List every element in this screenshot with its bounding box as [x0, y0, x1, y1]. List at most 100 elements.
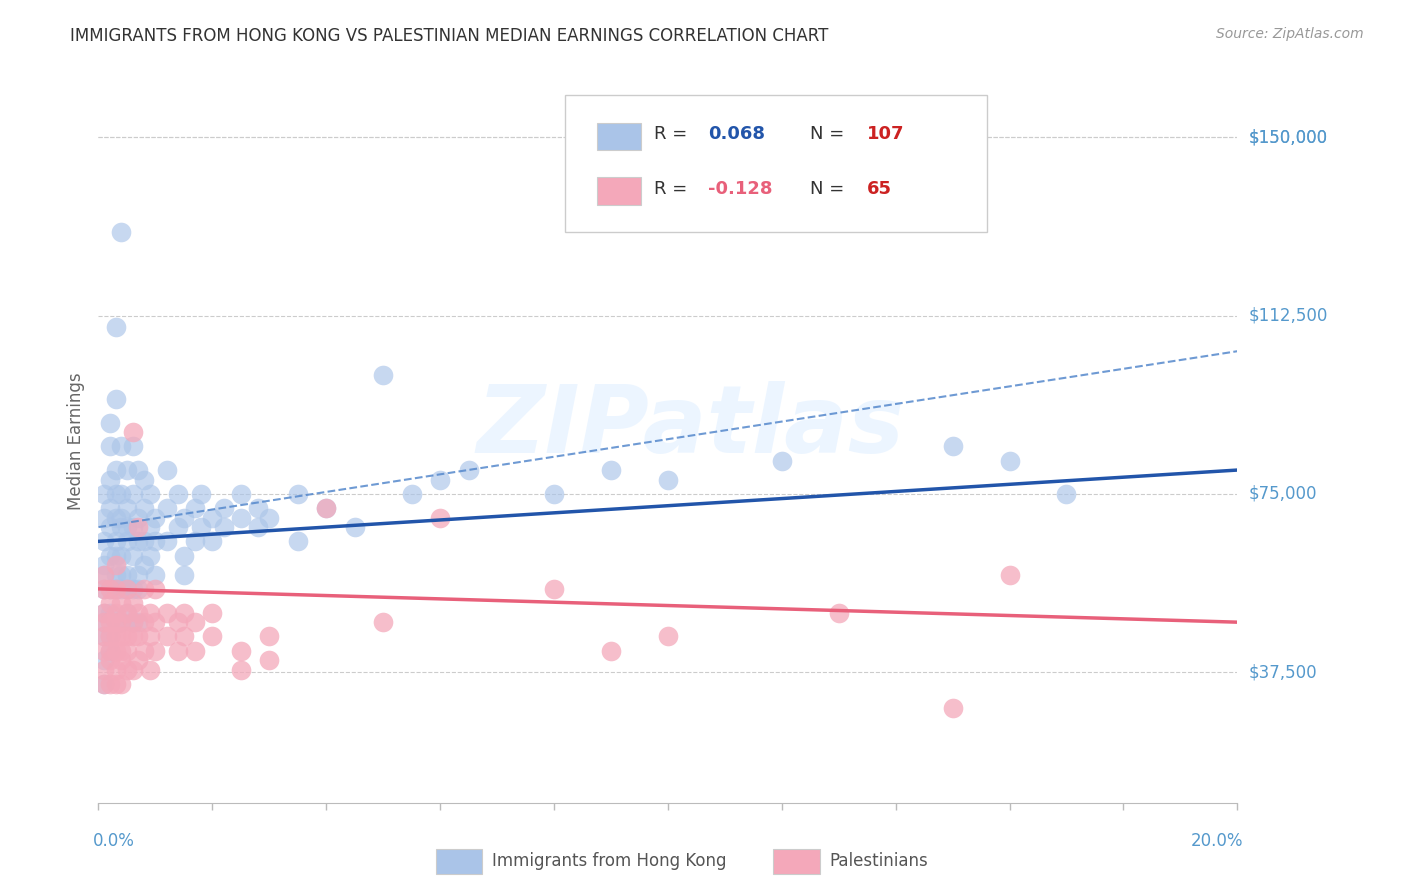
Point [942, 700, 965, 714]
Point [98, 416, 121, 430]
Point [98, 596, 121, 610]
Point [98, 643, 121, 657]
Point [156, 629, 179, 643]
Point [104, 629, 127, 643]
Text: $150,000: $150,000 [1249, 128, 1327, 146]
Point [942, 439, 965, 453]
Point [98, 653, 121, 667]
Point [104, 643, 127, 657]
Point [104, 549, 127, 563]
Point [138, 663, 160, 677]
Point [127, 582, 149, 596]
Point [828, 606, 851, 620]
Point [115, 606, 138, 620]
Point [115, 520, 138, 534]
Point [93, 487, 115, 501]
Point [229, 663, 252, 677]
Point [115, 643, 138, 657]
Point [201, 510, 224, 524]
Point [110, 615, 132, 630]
Point [201, 629, 224, 643]
Point [98, 629, 121, 643]
Point [110, 226, 132, 240]
Point [259, 653, 281, 667]
Point [98, 615, 121, 630]
Point [104, 582, 127, 596]
Point [401, 487, 423, 501]
Point [93, 582, 115, 596]
Point [167, 487, 190, 501]
Point [115, 606, 138, 620]
Point [315, 501, 337, 516]
Point [132, 534, 155, 549]
Text: 107: 107 [868, 126, 904, 144]
Point [110, 653, 132, 667]
Point [110, 629, 132, 643]
Point [156, 501, 179, 516]
Point [93, 615, 115, 630]
Point [127, 567, 149, 582]
Point [104, 392, 127, 406]
Point [167, 520, 190, 534]
Point [121, 629, 143, 643]
Point [104, 615, 127, 630]
Point [998, 567, 1021, 582]
Point [98, 629, 121, 643]
Point [167, 643, 190, 657]
Point [543, 582, 565, 596]
Point [343, 520, 366, 534]
Point [121, 615, 143, 630]
Point [657, 473, 679, 487]
Point [110, 439, 132, 453]
Point [229, 643, 252, 657]
Point [145, 643, 167, 657]
Point [156, 606, 179, 620]
Point [184, 615, 207, 630]
Point [287, 487, 309, 501]
Point [173, 510, 195, 524]
Point [229, 487, 252, 501]
Point [110, 510, 132, 524]
Point [173, 567, 195, 582]
Text: Source: ZipAtlas.com: Source: ZipAtlas.com [1216, 27, 1364, 41]
Point [145, 615, 167, 630]
Point [121, 615, 143, 630]
Point [127, 629, 149, 643]
Point [132, 615, 155, 630]
Point [190, 487, 212, 501]
Point [93, 534, 115, 549]
Point [93, 510, 115, 524]
Point [121, 520, 143, 534]
Point [121, 663, 143, 677]
Point [212, 520, 235, 534]
Point [104, 320, 127, 334]
Point [93, 558, 115, 573]
Point [229, 510, 252, 524]
Point [132, 501, 155, 516]
Point [121, 549, 143, 563]
Point [138, 520, 160, 534]
Point [110, 520, 132, 534]
Point [132, 643, 155, 657]
Point [104, 663, 127, 677]
Point [127, 463, 149, 477]
Point [104, 582, 127, 596]
Point [246, 501, 269, 516]
Point [93, 606, 115, 620]
Point [156, 534, 179, 549]
Point [145, 567, 167, 582]
Point [104, 677, 127, 691]
Point [93, 653, 115, 667]
Point [115, 534, 138, 549]
Point [770, 453, 793, 467]
Point [457, 463, 479, 477]
Point [104, 615, 127, 630]
Point [110, 487, 132, 501]
Point [110, 582, 132, 596]
Point [93, 615, 115, 630]
Point [115, 567, 138, 582]
Text: IMMIGRANTS FROM HONG KONG VS PALESTINIAN MEDIAN EARNINGS CORRELATION CHART: IMMIGRANTS FROM HONG KONG VS PALESTINIAN… [70, 27, 828, 45]
Point [121, 487, 143, 501]
Point [127, 520, 149, 534]
Point [132, 558, 155, 573]
